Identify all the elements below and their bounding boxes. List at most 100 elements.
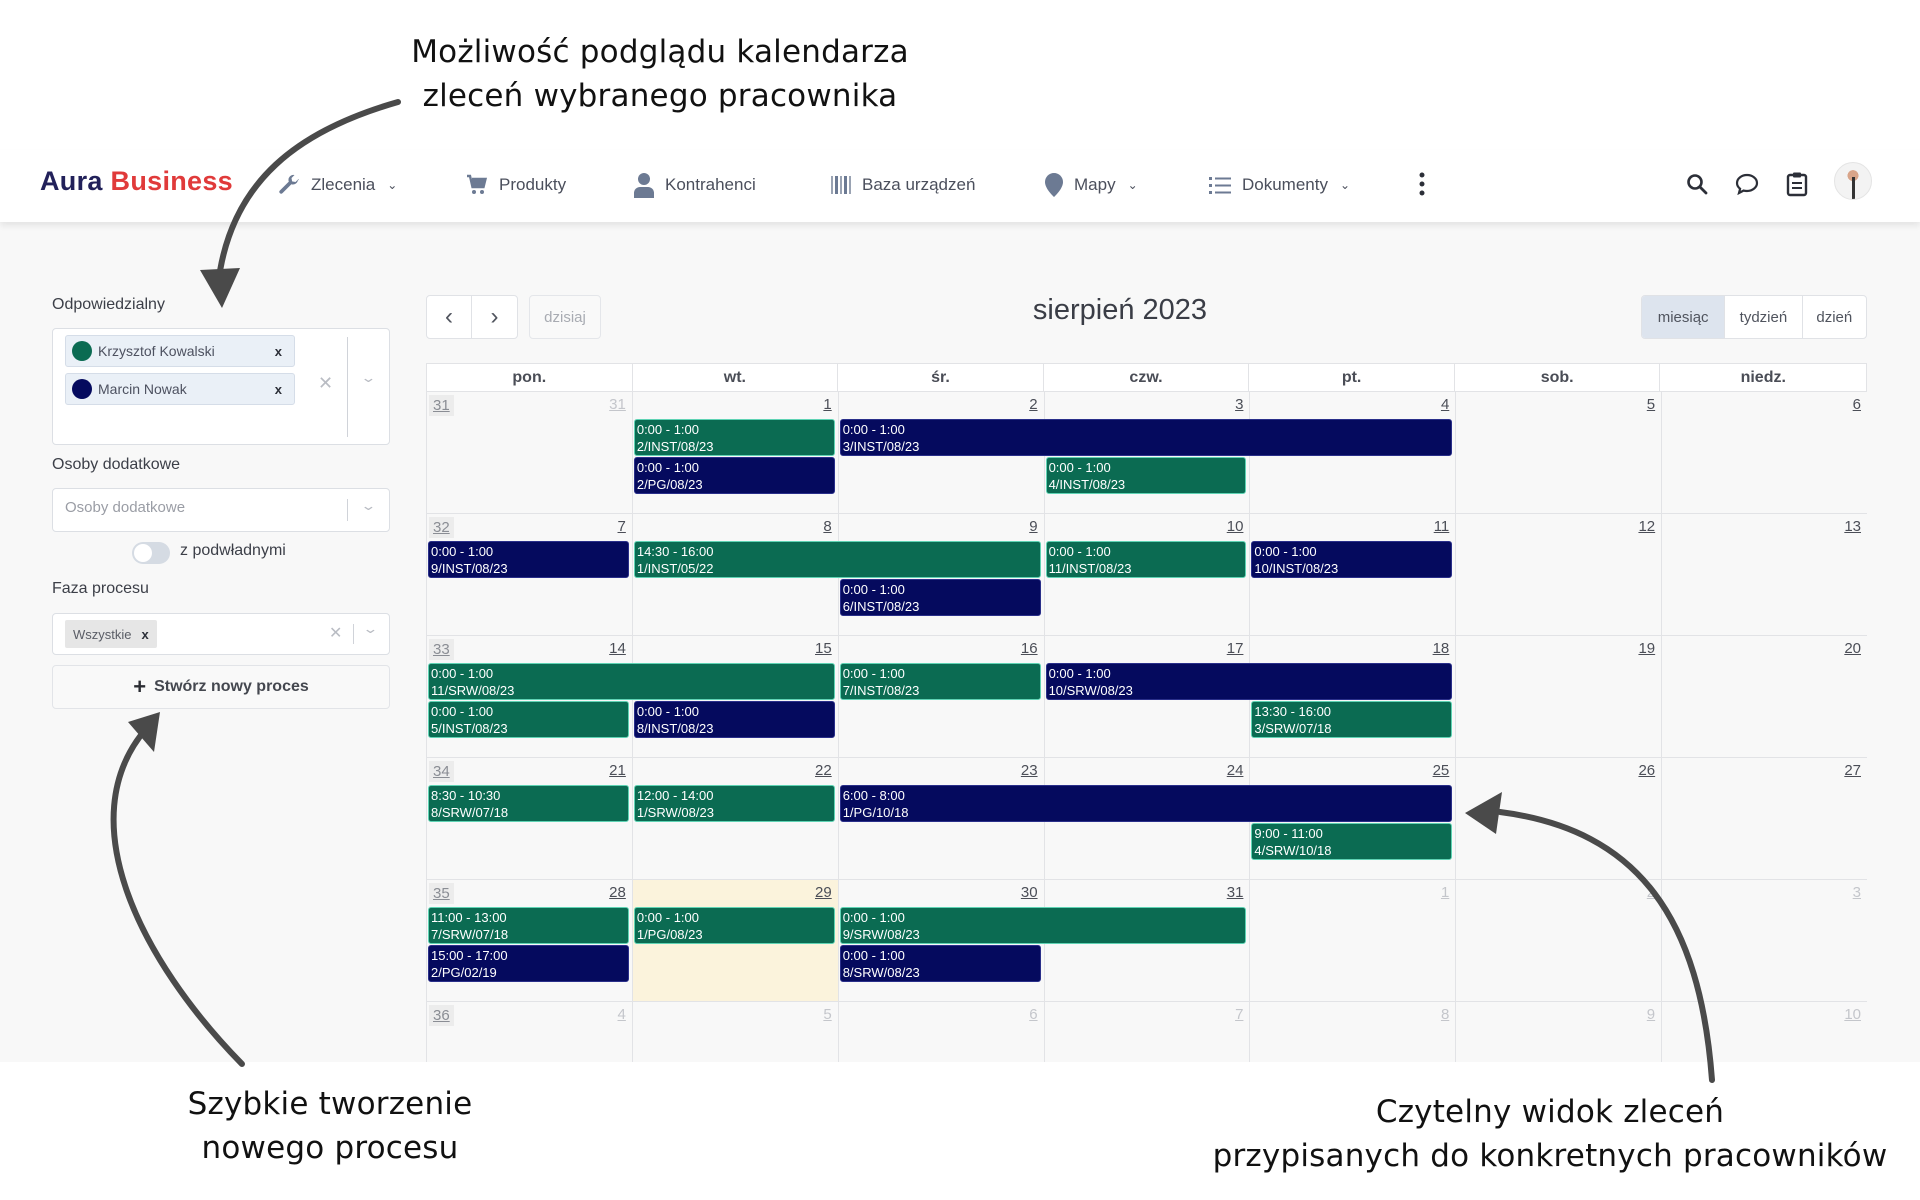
- additional-people-select[interactable]: Osoby dodatkowe ⌄: [52, 488, 390, 532]
- day-cell[interactable]: 9: [1456, 1002, 1663, 1062]
- week-number-link[interactable]: 35: [429, 883, 454, 904]
- prev-month-button[interactable]: ‹: [427, 296, 472, 338]
- chevron-down-icon[interactable]: ⌄: [360, 371, 377, 386]
- day-cell[interactable]: 22: [633, 758, 839, 879]
- tasks-button[interactable]: [1781, 168, 1813, 200]
- week-number-link[interactable]: 34: [429, 761, 454, 782]
- calendar-event[interactable]: 0:00 - 1:00 7/INST/08/23: [839, 663, 1041, 700]
- calendar-event[interactable]: 12:00 - 14:00 1/SRW/08/23: [633, 785, 835, 822]
- day-number-link[interactable]: 6: [1852, 396, 1861, 413]
- day-number-link[interactable]: 1: [823, 396, 832, 413]
- avatar[interactable]: [1834, 162, 1872, 200]
- day-number-link[interactable]: 18: [1432, 640, 1450, 657]
- calendar-event[interactable]: 0:00 - 1:00 9/SRW/08/23: [839, 907, 1247, 944]
- day-cell[interactable]: 10: [1662, 1002, 1867, 1062]
- calendar-event[interactable]: 0:00 - 1:00 5/INST/08/23: [428, 701, 629, 738]
- day-cell[interactable]: 9: [839, 514, 1045, 635]
- day-cell[interactable]: 1: [1250, 880, 1457, 1001]
- day-cell[interactable]: 31 31: [427, 392, 633, 513]
- day-cell[interactable]: 18: [1250, 636, 1457, 757]
- day-number-link[interactable]: 8: [1440, 1006, 1450, 1023]
- day-number-link[interactable]: 10: [1226, 518, 1244, 535]
- day-number-link[interactable]: 4: [617, 1006, 626, 1023]
- day-number-link[interactable]: 5: [1646, 396, 1656, 413]
- calendar-event[interactable]: 15:00 - 17:00 2/PG/02/19: [428, 945, 629, 982]
- day-number-link[interactable]: 11: [1433, 518, 1450, 535]
- day-number-link[interactable]: 13: [1844, 518, 1861, 535]
- day-number-link[interactable]: 29: [815, 884, 832, 901]
- day-number-link[interactable]: 1: [1440, 884, 1450, 901]
- day-cell[interactable]: 6: [839, 1002, 1045, 1062]
- calendar-event[interactable]: 0:00 - 1:00 8/INST/08/23: [633, 701, 835, 738]
- nav-mapy[interactable]: Mapy ⌄: [1044, 172, 1138, 198]
- calendar-event[interactable]: 9:00 - 11:00 4/SRW/10/18: [1251, 823, 1453, 860]
- nav-baza-urzadzen[interactable]: Baza urządzeń: [830, 172, 975, 198]
- day-cell[interactable]: 8: [1250, 1002, 1457, 1062]
- day-cell[interactable]: 5: [633, 1002, 839, 1062]
- view-month-button[interactable]: miesiąc: [1642, 296, 1726, 338]
- day-number-link[interactable]: 15: [815, 640, 832, 657]
- day-number-link[interactable]: 19: [1638, 640, 1656, 657]
- calendar-event[interactable]: 0:00 - 1:00 4/INST/08/23: [1045, 457, 1247, 494]
- calendar-event[interactable]: 0:00 - 1:00 2/PG/08/23: [633, 457, 835, 494]
- day-cell[interactable]: 20: [1662, 636, 1867, 757]
- day-number-link[interactable]: 31: [1226, 884, 1244, 901]
- calendar-event[interactable]: 0:00 - 1:00 1/PG/08/23: [633, 907, 835, 944]
- day-number-link[interactable]: 16: [1020, 640, 1038, 657]
- day-number-link[interactable]: 12: [1638, 518, 1656, 535]
- nav-kontrahenci[interactable]: Kontrahenci: [633, 172, 756, 198]
- day-number-link[interactable]: 24: [1226, 762, 1244, 779]
- next-month-button[interactable]: ›: [490, 303, 499, 330]
- nav-dokumenty[interactable]: Dokumenty ⌄: [1208, 172, 1350, 198]
- calendar-event[interactable]: 0:00 - 1:00 2/INST/08/23: [633, 419, 835, 456]
- clear-selection-icon[interactable]: ✕: [329, 623, 343, 642]
- calendar-event[interactable]: 13:30 - 16:00 3/SRW/07/18: [1251, 701, 1453, 738]
- today-button[interactable]: dzisiaj: [529, 295, 601, 339]
- day-number-link[interactable]: 3: [1852, 884, 1861, 901]
- calendar-event[interactable]: 0:00 - 1:00 11/INST/08/23: [1045, 541, 1247, 578]
- day-cell[interactable]: 13: [1662, 514, 1867, 635]
- day-cell[interactable]: 21 34: [427, 758, 633, 879]
- week-number-link[interactable]: 32: [429, 517, 454, 538]
- day-number-link[interactable]: 28: [609, 884, 626, 901]
- day-number-link[interactable]: 17: [1226, 640, 1244, 657]
- create-process-button[interactable]: + Stwórz nowy proces: [52, 665, 390, 709]
- day-number-link[interactable]: 14: [609, 640, 626, 657]
- week-number-link[interactable]: 36: [429, 1005, 454, 1026]
- day-cell[interactable]: 26: [1456, 758, 1663, 879]
- day-number-link[interactable]: 30: [1020, 884, 1038, 901]
- day-number-link[interactable]: 3: [1235, 396, 1244, 413]
- day-number-link[interactable]: 7: [1235, 1006, 1244, 1023]
- day-number-link[interactable]: 2: [1029, 396, 1038, 413]
- responsible-multiselect[interactable]: Krzysztof Kowalski x Marcin Nowak x ✕ ⌄: [52, 328, 390, 445]
- nav-zlecenia[interactable]: Zlecenia ⌄: [277, 172, 397, 198]
- calendar-event[interactable]: 6:00 - 8:00 1/PG/10/18: [839, 785, 1453, 822]
- remove-tag-icon[interactable]: x: [141, 626, 149, 642]
- chevron-down-icon[interactable]: ⌄: [360, 499, 377, 514]
- day-cell[interactable]: 7: [1045, 1002, 1251, 1062]
- more-menu-button[interactable]: [1406, 168, 1438, 200]
- view-week-button[interactable]: tydzień: [1725, 296, 1803, 338]
- day-cell[interactable]: 31: [1045, 880, 1251, 1001]
- calendar-event[interactable]: 0:00 - 1:00 10/SRW/08/23: [1045, 663, 1453, 700]
- day-cell[interactable]: 15: [633, 636, 839, 757]
- day-cell[interactable]: 1: [633, 392, 839, 513]
- day-cell[interactable]: 10: [1045, 514, 1251, 635]
- calendar-event[interactable]: 0:00 - 1:00 6/INST/08/23: [839, 579, 1041, 616]
- day-number-link[interactable]: 27: [1844, 762, 1861, 779]
- day-cell[interactable]: 7 32: [427, 514, 633, 635]
- calendar-event[interactable]: 0:00 - 1:00 8/SRW/08/23: [839, 945, 1041, 982]
- day-number-link[interactable]: 4: [1440, 396, 1450, 413]
- day-number-link[interactable]: 2: [1646, 884, 1656, 901]
- week-number-link[interactable]: 31: [429, 395, 454, 416]
- app-logo[interactable]: Aura Business: [40, 166, 233, 197]
- day-number-link[interactable]: 31: [609, 396, 626, 413]
- process-phase-select[interactable]: Wszystkie x ✕ ⌄: [52, 613, 390, 655]
- day-number-link[interactable]: 9: [1646, 1006, 1656, 1023]
- day-cell[interactable]: 4 36: [427, 1002, 633, 1062]
- remove-chip-icon[interactable]: x: [274, 343, 282, 359]
- day-cell[interactable]: 28 35: [427, 880, 633, 1001]
- day-number-link[interactable]: 26: [1638, 762, 1656, 779]
- day-number-link[interactable]: 9: [1029, 518, 1038, 535]
- day-cell[interactable]: 11: [1250, 514, 1457, 635]
